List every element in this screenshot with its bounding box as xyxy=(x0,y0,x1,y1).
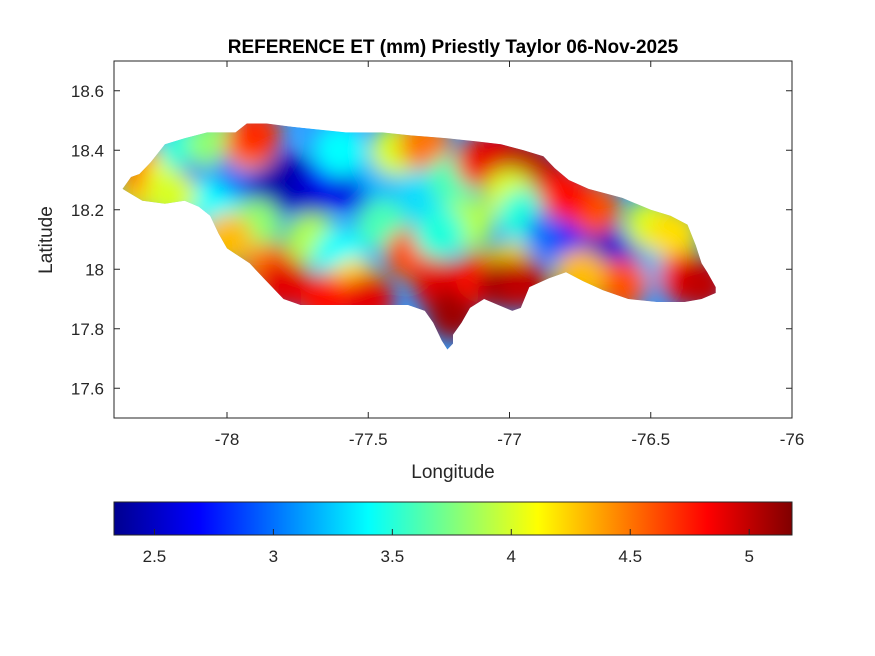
x-tick-label: -77.5 xyxy=(349,430,388,449)
y-axis-label: Latitude xyxy=(36,206,57,274)
y-tick-label: 17.6 xyxy=(71,379,104,398)
x-tick-label: -76.5 xyxy=(631,430,670,449)
et-sample xyxy=(412,207,465,260)
y-tick-label: 18.4 xyxy=(71,141,104,160)
colorbar xyxy=(113,501,793,536)
colorbar-tick-label: 3 xyxy=(269,547,278,566)
chart-title: REFERENCE ET (mm) Priestly Taylor 06-Nov… xyxy=(228,37,679,58)
x-axis: -78 -77.5 -77 -76.5 -76 xyxy=(215,61,805,449)
colorbar-tick-label: 5 xyxy=(744,547,753,566)
colorbar-tick-label: 4.5 xyxy=(618,547,642,566)
y-axis: 17.6 17.8 18 18.2 18.4 18.6 xyxy=(71,82,792,398)
plot-frame xyxy=(113,60,793,419)
y-tick-label: 18.2 xyxy=(71,201,104,220)
et-sample xyxy=(229,123,282,162)
et-sample xyxy=(314,124,366,177)
y-tick-label: 18 xyxy=(85,260,104,279)
x-tick-label: -77 xyxy=(497,430,522,449)
x-axis-label: Longitude xyxy=(411,462,494,483)
x-tick-label: -78 xyxy=(215,430,240,449)
colorbar-tick-label: 3.5 xyxy=(381,547,405,566)
y-tick-label: 18.6 xyxy=(71,82,104,101)
y-tick-label: 17.8 xyxy=(71,320,104,339)
colorbar-tick-label: 4 xyxy=(507,547,516,566)
colorbar-ticks: 2.5 3 3.5 4 4.5 5 xyxy=(143,529,754,566)
x-tick-label: -76 xyxy=(780,430,805,449)
colorbar-tick-label: 2.5 xyxy=(143,547,167,566)
